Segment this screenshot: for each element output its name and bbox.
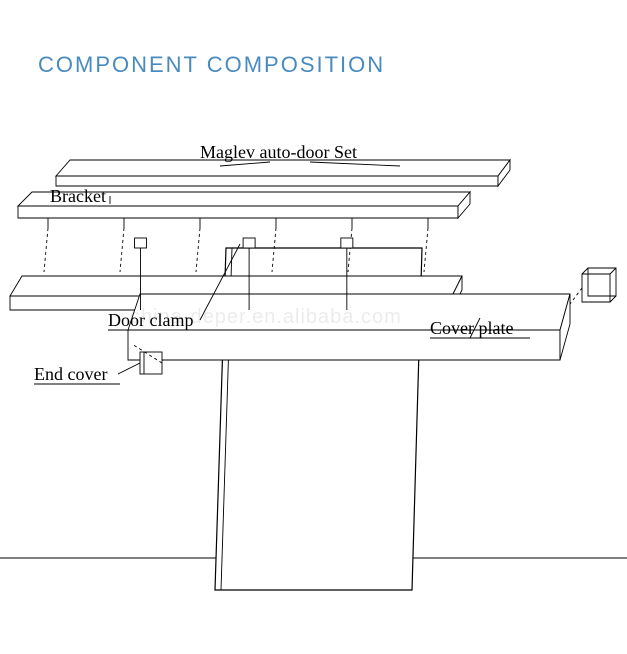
diagram: Maglev auto-door Set Bracket Door clamp … <box>0 120 627 654</box>
label-maglev: Maglev auto-door Set <box>200 142 357 163</box>
label-bracket: Bracket <box>50 186 106 207</box>
label-coverplate: Cover plate <box>430 318 513 339</box>
watermark: china-deper.en.alibaba.com <box>130 306 402 329</box>
page-title: COMPONENT COMPOSITION <box>38 52 385 78</box>
label-endcover: End cover <box>34 364 107 385</box>
